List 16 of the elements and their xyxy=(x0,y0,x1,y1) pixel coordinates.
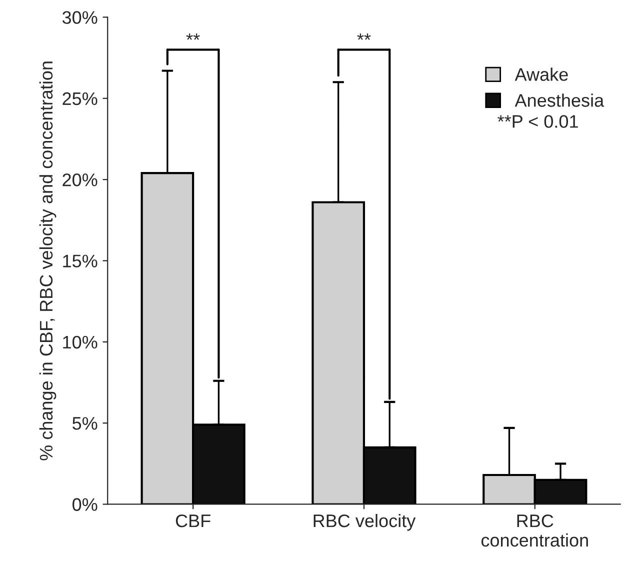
legend-label: Anesthesia xyxy=(514,94,604,107)
y-axis-title: % change in CBF, RBC velocity and concentration xyxy=(39,62,56,460)
annotation: **P < 0.01 xyxy=(498,115,578,128)
y-tick-label: 15% xyxy=(63,254,98,268)
x-tick-label: CBF xyxy=(176,514,210,528)
x-tick-label: RBC concentration xyxy=(481,514,588,547)
y-tick-label: 5% xyxy=(72,417,98,430)
y-tick-label: 0% xyxy=(72,498,98,511)
legend-label: Awake xyxy=(514,68,568,81)
annotation: ** xyxy=(186,33,200,40)
x-tick-label: RBC velocity xyxy=(314,514,416,531)
y-tick-label: 30% xyxy=(62,11,98,24)
y-tick-label: 10% xyxy=(63,336,98,349)
y-tick-label: 25% xyxy=(62,92,98,106)
y-tick-label: 20% xyxy=(62,173,98,186)
annotation: ** xyxy=(357,33,371,40)
